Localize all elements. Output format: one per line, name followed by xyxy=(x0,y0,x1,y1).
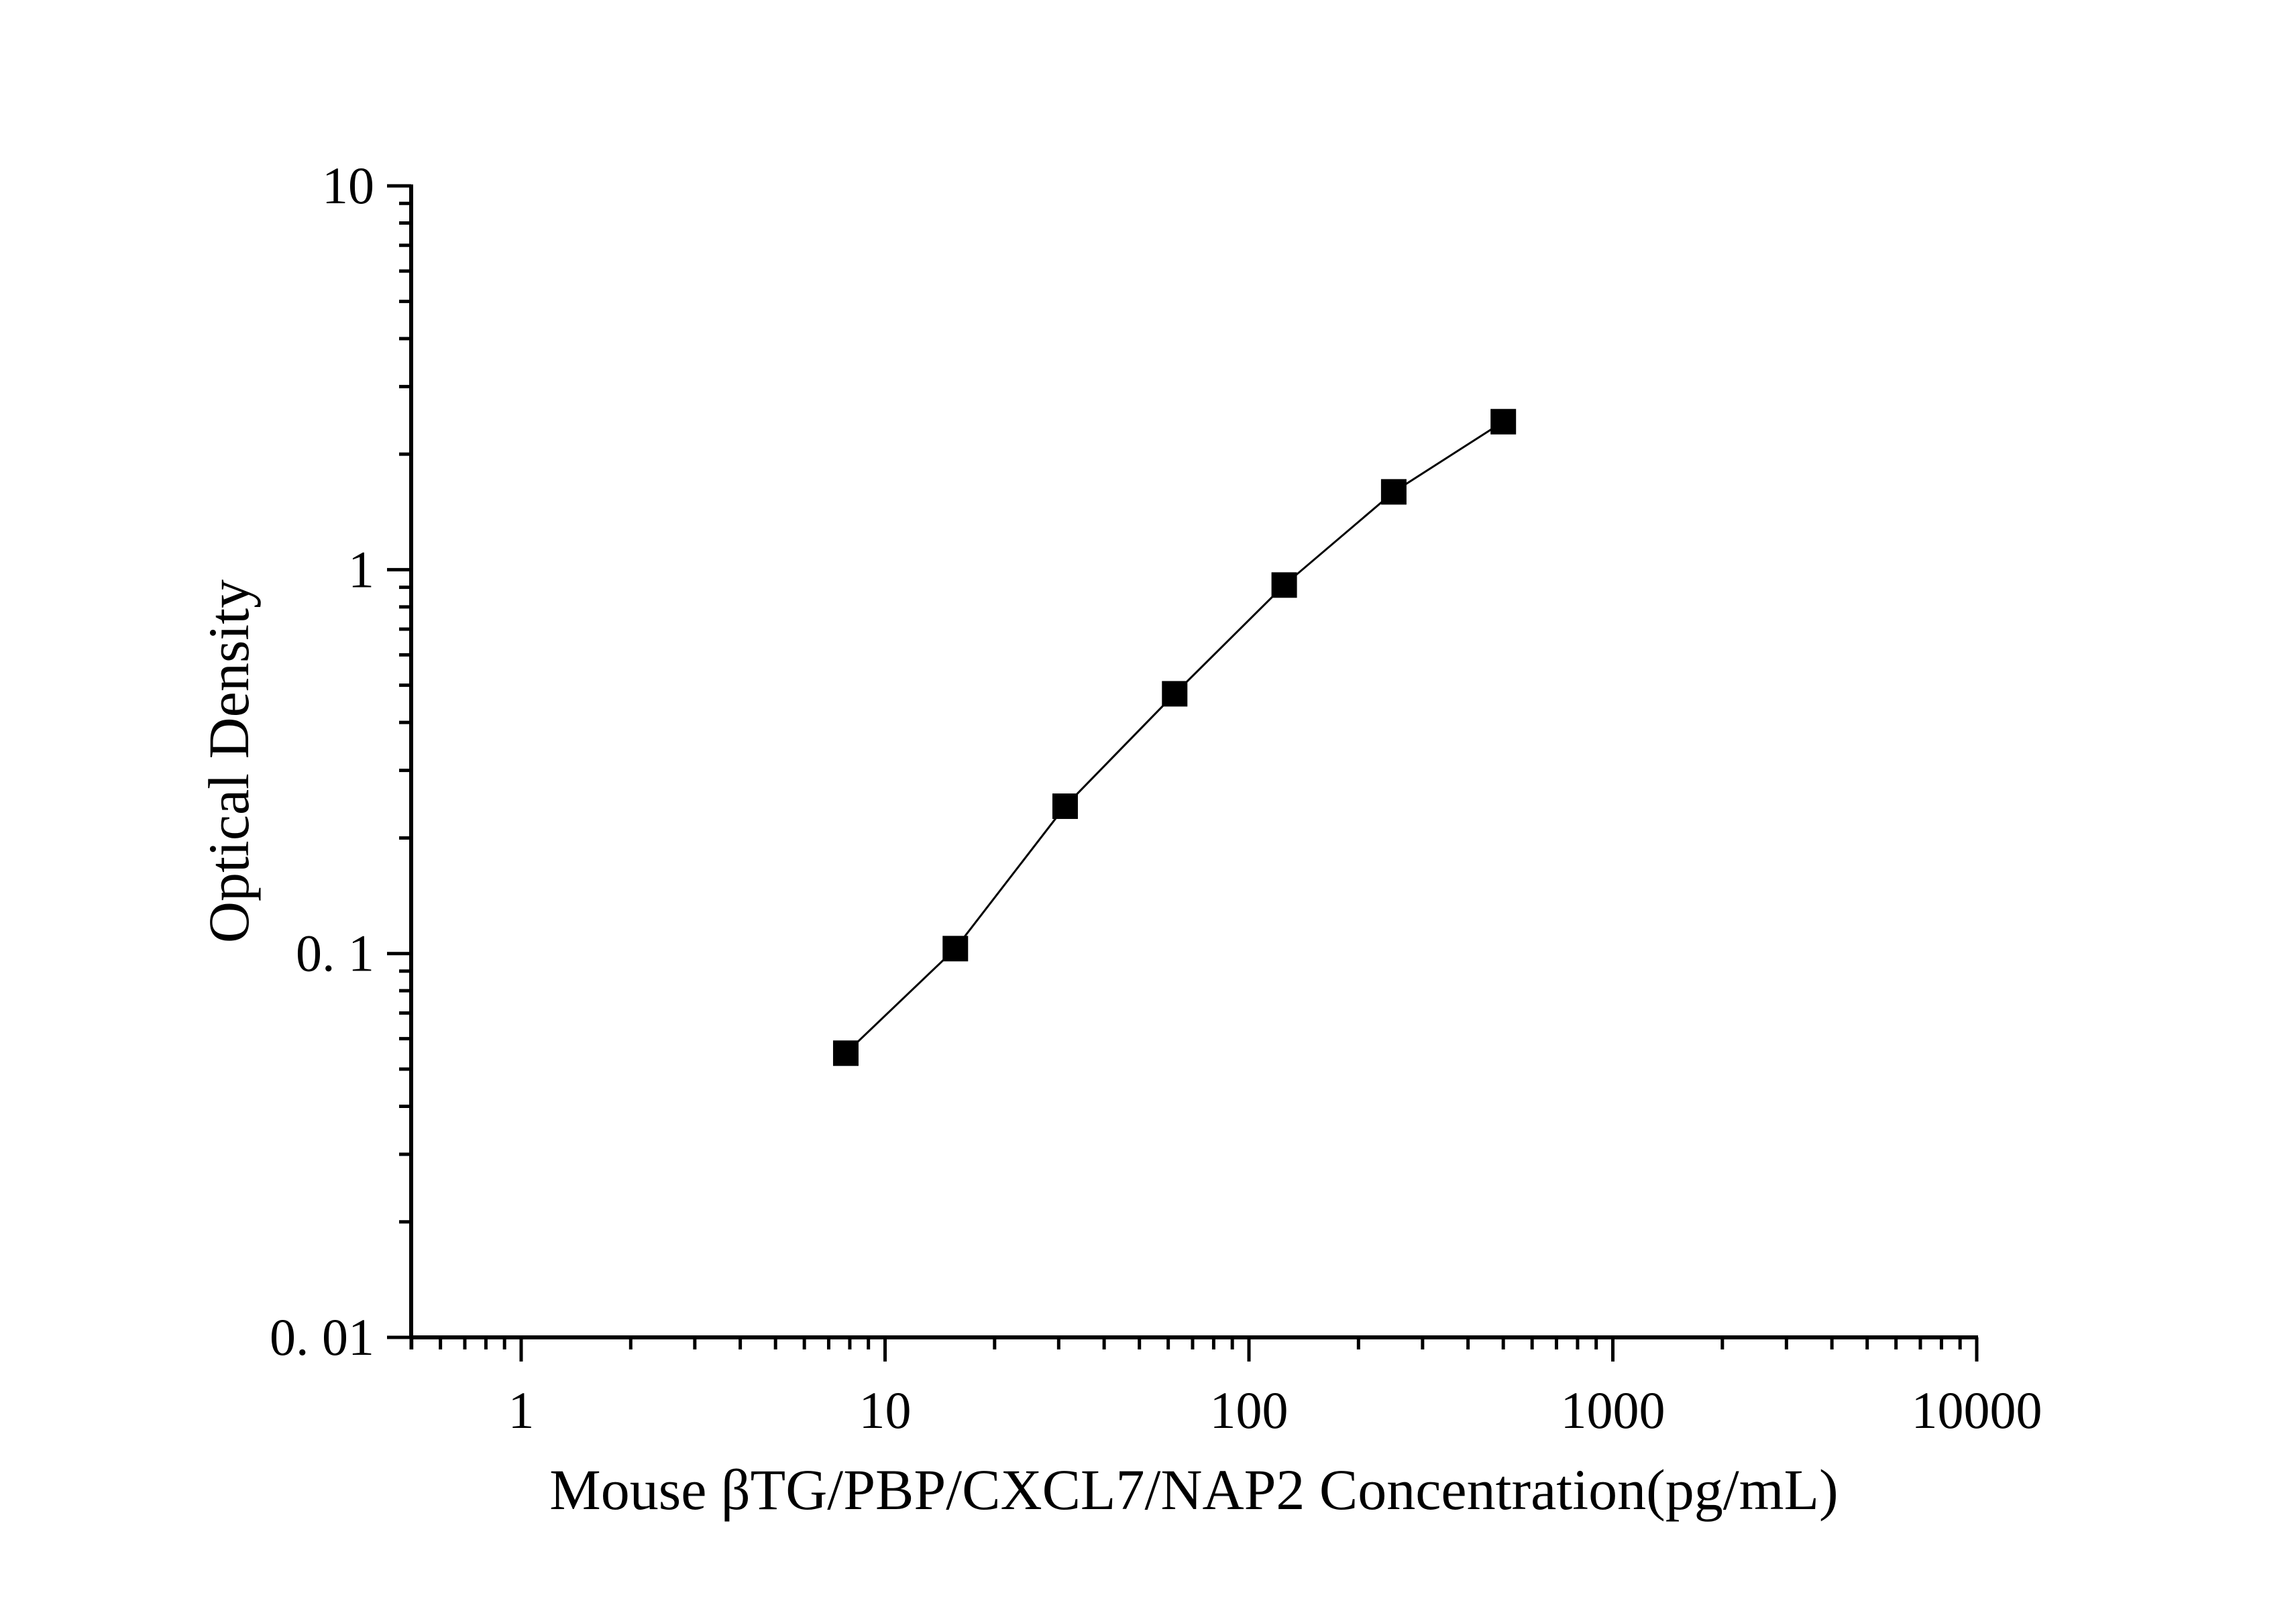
y-tick-label: 1 xyxy=(348,540,374,598)
x-tick-label: 10 xyxy=(859,1381,912,1439)
axis-ticks xyxy=(387,184,1979,1362)
x-tick-label: 10000 xyxy=(1912,1381,2042,1439)
square-marker-icon xyxy=(1052,793,1078,820)
y-axis-title: Optical Density xyxy=(197,579,261,943)
tick-labels: 1 10 100 1000 10000 0. 01 0. 1 1 10 xyxy=(270,156,2042,1439)
square-marker-icon xyxy=(1380,479,1407,505)
y-tick-label: 0. 1 xyxy=(296,924,374,983)
square-marker-icon xyxy=(1162,681,1188,707)
square-marker-icon xyxy=(1490,408,1517,435)
x-axis-title: Mouse βTG/PBP/CXCL7/NAP2 Concentration(p… xyxy=(549,1457,1838,1522)
y-tick-label: 0. 01 xyxy=(270,1308,374,1366)
y-tick-label: 10 xyxy=(322,156,374,215)
x-tick-label: 1000 xyxy=(1561,1381,1665,1439)
axes xyxy=(409,184,1978,1339)
square-marker-icon xyxy=(1271,572,1297,598)
square-marker-icon xyxy=(832,1040,859,1066)
square-marker-icon xyxy=(942,936,969,962)
data-series xyxy=(832,408,1517,1066)
x-tick-label: 1 xyxy=(508,1381,535,1439)
x-tick-label: 100 xyxy=(1210,1381,1289,1439)
